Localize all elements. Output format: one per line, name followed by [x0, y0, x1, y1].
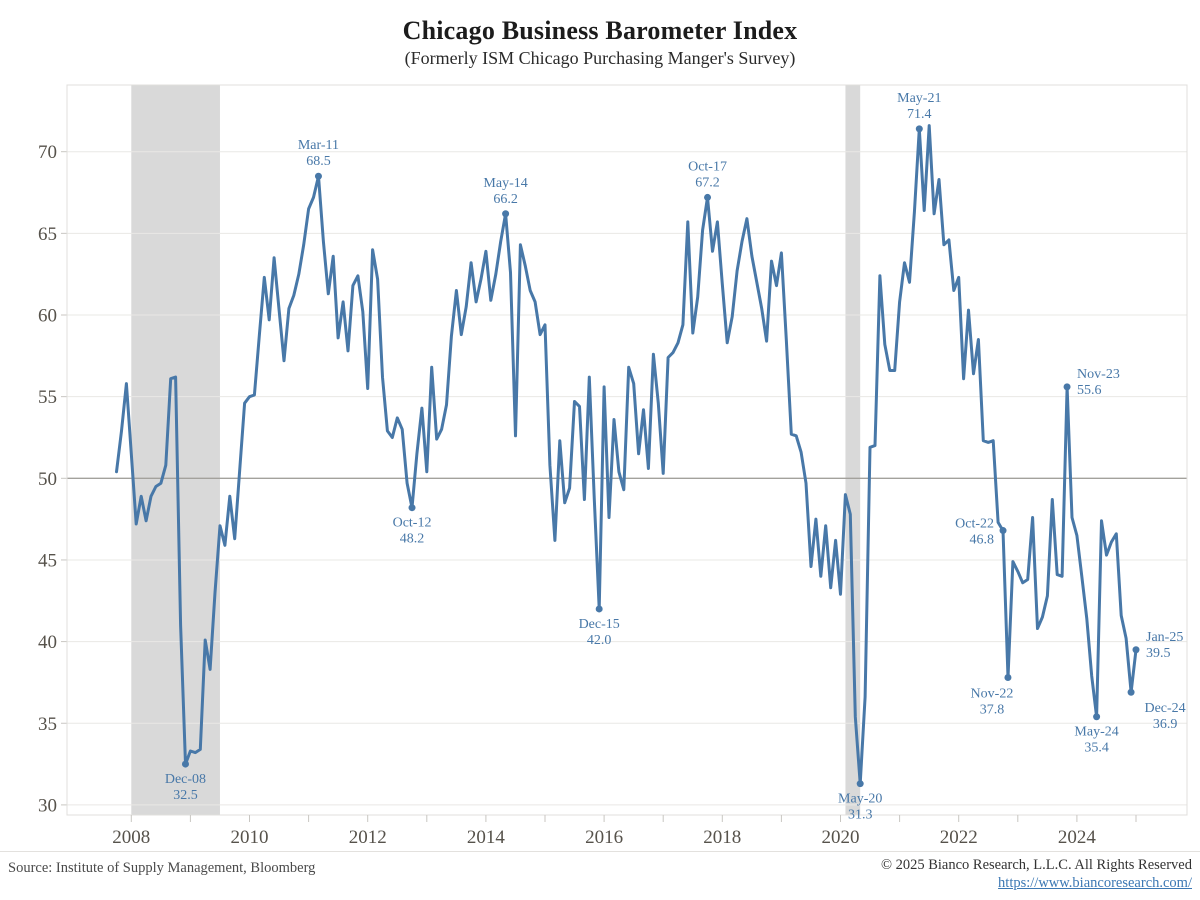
chart-subtitle: (Formerly ISM Chicago Purchasing Manger'…	[404, 48, 796, 68]
y-tick-label: 70	[38, 142, 57, 163]
data-point-marker	[704, 193, 712, 201]
annotation-value-label: 36.9	[1153, 717, 1178, 732]
source-note: Source: Institute of Supply Management, …	[8, 860, 316, 876]
annotation-value-label: 39.5	[1146, 646, 1171, 661]
annotation-date-label: May-21	[897, 91, 941, 106]
annotation-date-label: Dec-08	[165, 772, 206, 787]
copyright-note: © 2025 Bianco Research, L.L.C. All Right…	[880, 857, 1192, 873]
plot-frame	[66, 84, 1188, 816]
annotation-value-label: 55.6	[1077, 383, 1102, 398]
y-tick-label: 55	[38, 387, 57, 408]
y-tick-label: 45	[38, 550, 57, 571]
chart-footer: Source: Institute of Supply Management, …	[0, 851, 1200, 900]
annotation-value-label: 46.8	[970, 533, 995, 548]
data-point-marker	[1127, 688, 1135, 696]
x-tick-label: 2014	[467, 827, 506, 848]
y-tick-label: 35	[38, 714, 57, 735]
y-tick-label: 30	[38, 795, 57, 816]
data-point-marker	[314, 172, 322, 180]
data-point-marker	[1063, 383, 1071, 391]
x-tick-label: 2024	[1058, 827, 1097, 848]
annotation-date-label: May-24	[1074, 725, 1118, 740]
data-point-marker	[999, 527, 1007, 535]
y-tick-label: 60	[38, 306, 57, 327]
x-tick-label: 2016	[585, 827, 623, 848]
annotation-value-label: 42.0	[587, 633, 612, 648]
annotation-date-label: Jan-25	[1146, 630, 1183, 645]
data-point-marker	[595, 605, 603, 613]
data-point-marker	[856, 780, 864, 788]
annotation-value-label: 37.8	[980, 703, 1005, 718]
x-tick-label: 2010	[231, 827, 269, 848]
annotation-value-label: 35.4	[1084, 741, 1109, 756]
annotation-value-label: 67.2	[695, 175, 720, 190]
annotation-date-label: Oct-12	[393, 516, 432, 531]
annotation-value-label: 31.3	[848, 808, 873, 823]
x-tick-label: 2020	[822, 827, 860, 848]
annotation-date-label: Mar-11	[298, 138, 339, 153]
x-tick-label: 2022	[940, 827, 978, 848]
chart-header: Chicago Business Barometer Index (Former…	[0, 16, 1200, 69]
data-point-marker	[915, 125, 923, 133]
annotation-value-label: 48.2	[400, 532, 425, 547]
annotation-date-label: Dec-15	[579, 617, 620, 632]
annotation-date-label: Dec-24	[1144, 701, 1185, 716]
data-point-marker	[502, 210, 510, 218]
y-tick-label: 50	[38, 469, 57, 490]
data-point-marker	[181, 760, 189, 768]
x-tick-label: 2008	[112, 827, 150, 848]
annotation-value-label: 66.2	[493, 192, 518, 207]
y-tick-label: 40	[38, 632, 57, 653]
annotation-value-label: 68.5	[306, 154, 331, 169]
annotation-date-label: Oct-17	[688, 159, 727, 174]
data-point-marker	[1004, 674, 1012, 682]
barometer-series-line	[115, 124, 1138, 786]
x-tick-label: 2018	[703, 827, 741, 848]
biancoresearch-link[interactable]: https://www.biancoresearch.com/	[998, 875, 1192, 891]
annotation-date-label: May-14	[483, 176, 527, 191]
chart-title: Chicago Business Barometer Index	[402, 16, 798, 45]
y-tick-label: 65	[38, 224, 57, 245]
annotation-date-label: Oct-22	[955, 517, 994, 532]
annotation-value-label: 32.5	[173, 788, 198, 803]
x-tick-label: 2012	[349, 827, 387, 848]
data-point-marker	[1132, 646, 1140, 654]
data-point-marker	[1093, 713, 1101, 721]
annotation-value-label: 71.4	[907, 107, 932, 122]
data-point-marker	[408, 504, 416, 512]
annotation-date-label: Nov-22	[971, 687, 1014, 702]
annotation-date-label: May-20	[838, 792, 882, 807]
annotation-date-label: Nov-23	[1077, 367, 1120, 382]
recession-band	[845, 85, 861, 815]
